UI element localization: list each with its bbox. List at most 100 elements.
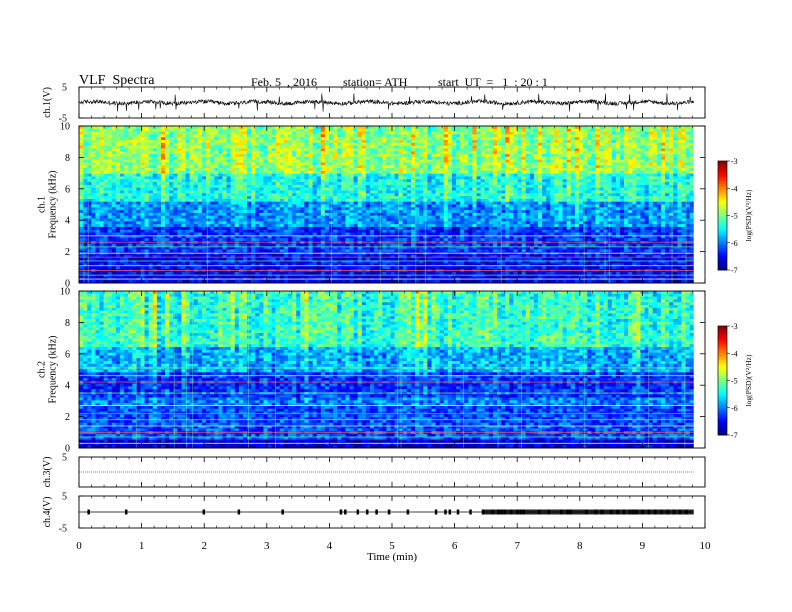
ch1_spectrogram-cell: [394, 173, 400, 177]
ch1_spectrogram-cell: [357, 170, 363, 175]
ch1_spectrogram-cell: [361, 215, 367, 219]
ch1_spectrogram-cell: [464, 145, 469, 149]
ch1_spectrogram-cell: [427, 201, 432, 205]
ch1_spectrogram-cell: [529, 145, 535, 149]
ch1_spectrogram-cell: [165, 198, 170, 203]
ch1_spectrogram-cell: [320, 196, 326, 200]
ch1_spectrogram-cell: [275, 134, 281, 138]
ch1_spectrogram-cell: [460, 128, 465, 132]
ch1_spectrogram-cell: [83, 218, 88, 222]
ch1_spectrogram-cell: [677, 128, 682, 132]
ch1_spectrogram-cell: [189, 176, 195, 180]
ch1_spectrogram-cell: [263, 165, 268, 169]
ch1_spectrogram-cell: [255, 148, 260, 152]
ch1_spectrogram-cell: [369, 198, 375, 203]
ch1_spectrogram-cell: [632, 159, 637, 163]
ch1_spectrogram-cell: [611, 176, 617, 180]
ch1_spectrogram-cell: [480, 168, 486, 172]
ch1_spectrogram-cell: [201, 148, 207, 152]
ch1_spectrogram-cell: [296, 165, 301, 169]
ch1_spectrogram-cell: [624, 126, 629, 130]
ch1_spectrogram-cell: [247, 170, 252, 175]
ch1_spectrogram-cell: [324, 126, 330, 130]
ch1_spectrogram-cell: [431, 210, 436, 214]
ch1_spectrogram-cell: [669, 128, 674, 132]
ch1_spectrogram-cell: [570, 204, 576, 208]
ch1_spectrogram-cell: [554, 156, 559, 161]
ch1_spectrogram-cell: [218, 207, 223, 211]
ch1_spectrogram-cell: [271, 140, 277, 144]
ch1_spectrogram-cell: [365, 210, 371, 214]
ch1_spectrogram-cell: [550, 165, 555, 169]
ch1_spectrogram-cell: [460, 193, 465, 197]
ch1_spectrogram-cell: [443, 170, 449, 175]
ch1_spectrogram-cell: [554, 145, 559, 149]
ch1_spectrogram-cell: [337, 193, 342, 197]
ch1_spectrogram-cell: [673, 210, 678, 214]
ch1_spectrogram-cell: [488, 128, 494, 132]
ch1_spectrogram-cell: [529, 215, 535, 219]
ch1_spectrogram-cell: [689, 165, 695, 169]
ch1_spectrogram-cell: [341, 190, 346, 194]
ch1_spectrogram-cell: [603, 212, 609, 217]
ch1_spectrogram-cell: [259, 140, 264, 144]
ch1_spectrogram-cell: [119, 173, 125, 177]
ch1_spectrogram-cell: [644, 128, 650, 132]
ch1_spectrogram-cell: [550, 142, 555, 147]
ch1_spectrogram-cell: [599, 145, 604, 149]
ch1_spectrogram-cell: [111, 131, 117, 135]
ch1_spectrogram-cell: [324, 165, 330, 169]
ch1_spectrogram-cell: [665, 131, 670, 135]
ch1_spectrogram-cell: [230, 182, 236, 186]
ch1_spectrogram-cell: [562, 159, 568, 163]
ch1_spectrogram-cell: [460, 134, 465, 138]
ch1_spectrogram-cell: [431, 128, 436, 132]
ch1_spectrogram-cell: [124, 210, 129, 214]
ch1_spectrogram-cell: [652, 148, 658, 152]
ch1_spectrogram-cell: [472, 154, 477, 158]
ch1_spectrogram-cell: [316, 165, 322, 169]
ch1_spectrogram-cell: [456, 145, 461, 149]
ch1_spectrogram-cell: [435, 198, 441, 203]
ch1_spectrogram-cell: [312, 159, 318, 163]
ch1_spectrogram-cell: [386, 190, 391, 194]
ch1_spectrogram-cell: [255, 165, 260, 169]
ch1_spectrogram-cell: [451, 193, 457, 197]
ch1_spectrogram-cell: [517, 140, 523, 144]
ch1_spectrogram-cell: [480, 198, 486, 203]
ch1_spectrogram-cell: [173, 193, 178, 197]
ch1_spectrogram-cell: [337, 176, 342, 180]
ch1_spectrogram-cell: [177, 162, 182, 166]
ch1_spectrogram-cell: [374, 201, 379, 205]
ch1_spectrogram-cell: [210, 159, 215, 163]
ch1_spectrogram-cell: [480, 126, 486, 130]
ch1_spectrogram-cell: [263, 193, 268, 197]
ch1_spectrogram-cell: [439, 182, 445, 186]
ch1_spectrogram-cell: [189, 142, 195, 147]
ch1_spectrogram-cell: [128, 168, 133, 172]
ch1_spectrogram-cell: [173, 190, 178, 194]
ch1_spectrogram-cell: [525, 170, 531, 175]
ch1_spectrogram-cell: [415, 148, 420, 152]
ch1_spectrogram-cell: [333, 137, 338, 141]
ch1_spectrogram-cell: [160, 184, 166, 189]
ch1_spectrogram-cell: [242, 137, 248, 141]
ch1_spectrogram-cell: [538, 134, 543, 138]
ch1_spectrogram-cell: [242, 131, 248, 135]
ch1_spectrogram-cell: [615, 215, 621, 219]
ch1_spectrogram-cell: [300, 201, 305, 205]
ch1_spectrogram-cell: [177, 215, 182, 219]
ch1_spectrogram-cell: [468, 137, 473, 141]
ch1_spectrogram-cell: [234, 126, 240, 130]
ch1_spectrogram-cell: [398, 126, 404, 130]
ch1_spectrogram-cell: [386, 170, 391, 175]
ch1_spectrogram-cell: [566, 173, 572, 177]
ch1_spectrogram-cell: [279, 193, 285, 197]
ch1_spectrogram-cell: [492, 165, 498, 169]
ch1_spectrogram-cell: [91, 168, 96, 172]
ch1_spectrogram-cell: [87, 151, 92, 155]
ch1_spectrogram-cell: [148, 170, 154, 175]
ch1_spectrogram-cell: [583, 131, 588, 135]
ch1_spectrogram-cell: [283, 176, 289, 180]
ch1_spectrogram-cell: [656, 170, 662, 175]
